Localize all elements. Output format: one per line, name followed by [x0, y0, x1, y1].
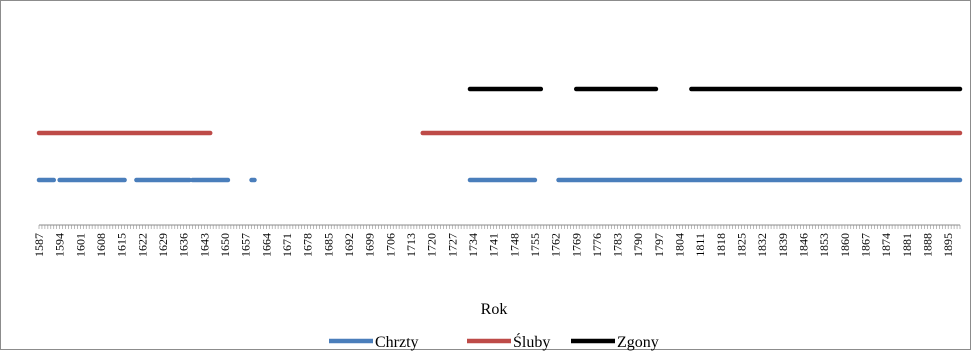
legend: Chrzty Śluby Zgony [329, 332, 659, 351]
x-tick-label: 1832 [755, 233, 769, 257]
x-tick-label: 1713 [404, 233, 418, 257]
x-axis-title: Rok [481, 301, 508, 318]
x-tick-label: 1825 [735, 233, 749, 257]
legend-label: Zgony [617, 334, 659, 351]
x-tick-label: 1846 [797, 233, 811, 257]
x-tick-label: 1874 [879, 233, 893, 257]
x-tick-label: 1804 [673, 233, 687, 257]
x-tick-label: 1734 [466, 233, 480, 257]
x-tick-label: 1720 [425, 233, 439, 257]
x-tick-label: 1650 [218, 233, 232, 257]
x-tick-label: 1867 [859, 233, 873, 257]
x-tick-label: 1881 [900, 233, 914, 257]
legend-label: Śluby [513, 332, 550, 351]
x-tick-label: 1790 [631, 233, 645, 257]
x-tick-label: 1622 [135, 233, 149, 257]
x-tick-label: 1706 [383, 233, 397, 257]
x-tick-label: 1657 [239, 233, 253, 257]
legend-label: Chrzty [375, 334, 419, 351]
x-tick-label: 1895 [941, 233, 955, 257]
x-tick-label: 1601 [73, 233, 87, 257]
x-tick-label: 1783 [611, 233, 625, 257]
x-tick-label: 1692 [342, 233, 356, 257]
x-axis: 1587 1594 1601 1608 1615 1622 1629 1636 1643 1650… [32, 224, 961, 257]
x-tick-label: 1615 [115, 233, 129, 257]
x-tick-label: 1776 [590, 233, 604, 257]
x-tick-label: 1818 [714, 233, 728, 257]
x-tick-label: 1727 [445, 233, 459, 257]
x-tick-label: 1643 [197, 233, 211, 257]
x-tick-label: 1594 [53, 233, 67, 257]
x-tick-label: 1741 [487, 233, 501, 257]
x-tick-label: 1811 [693, 233, 707, 257]
x-tick-label: 1629 [156, 233, 170, 257]
x-tick-label: 1769 [569, 233, 583, 257]
x-tick-label: 1587 [32, 233, 46, 257]
x-tick-label: 1839 [776, 233, 790, 257]
x-tick-label: 1888 [921, 233, 935, 257]
x-tick-label: 1748 [507, 233, 521, 257]
x-tick-label: 1755 [528, 233, 542, 257]
x-tick-label: 1853 [817, 233, 831, 257]
x-tick-label: 1671 [280, 233, 294, 257]
x-tick-label: 1678 [301, 233, 315, 257]
x-tick-label: 1636 [177, 233, 191, 257]
x-tick-label: 1664 [259, 233, 273, 257]
x-tick-label: 1685 [321, 233, 335, 257]
plot-lines [36, 86, 963, 183]
x-tick-label: 1608 [94, 233, 108, 257]
x-tick-label: 1762 [549, 233, 563, 257]
x-tick-label: 1699 [363, 233, 377, 257]
x-tick-label: 1797 [652, 233, 666, 257]
x-tick-label: 1860 [838, 233, 852, 257]
